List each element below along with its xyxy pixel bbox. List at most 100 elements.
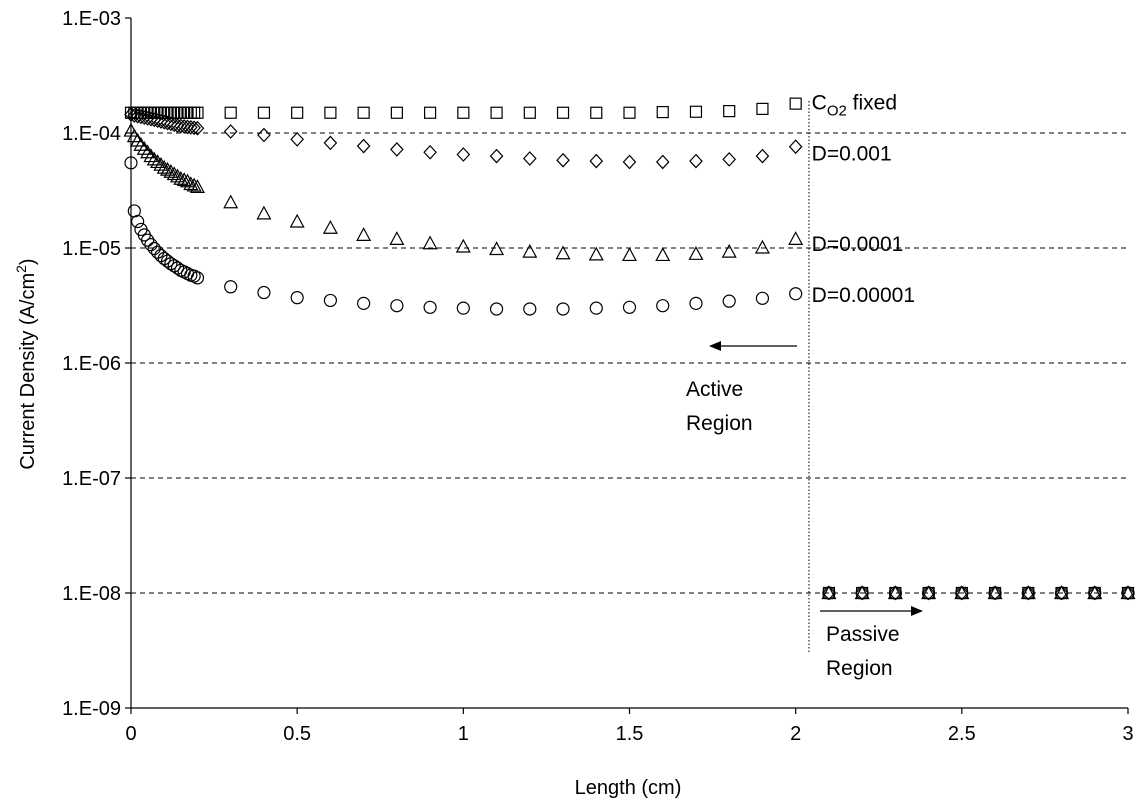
data-point-diamond [722,151,737,167]
data-point-square [723,105,736,118]
data-point-circle [822,586,836,600]
data-point-triangle [150,154,166,169]
data-point-diamond [755,148,770,164]
data-point-triangle [166,166,182,181]
data-point-circle [1088,586,1102,600]
data-point-circle [224,280,238,294]
series-label-d-0001: D=0.001 [812,143,892,166]
data-point-triangle [140,144,156,159]
data-point-circle [170,261,185,275]
data-point-diamond [589,153,604,169]
data-point-triangle [136,140,152,155]
data-point-square [178,106,191,119]
data-point-square [184,106,197,119]
data-point-triangle [143,148,159,163]
data-point-circle [622,300,637,314]
x-tick-label: 1 [458,723,469,745]
axes [125,17,1129,714]
data-point-square [257,106,271,119]
data-point-circle [190,271,205,285]
data-point-circle [888,586,902,600]
y-tick-label: 1.E-07 [62,468,121,490]
data-point-triangle [130,132,146,147]
data-point-square [324,106,337,119]
data-point-circle [855,586,869,600]
data-point-square [457,106,470,119]
data-point-circle [921,586,936,600]
data-point-square [789,97,802,110]
data-point-circle [689,296,703,310]
data-point-diamond [187,120,201,136]
data-point-diamond [190,120,205,136]
data-point-diamond [522,151,537,166]
data-point-triangle [156,159,172,174]
data-point-diamond [622,154,637,170]
data-point-triangle [146,151,162,166]
data-point-circle [124,156,138,170]
data-point-triangle [322,219,338,234]
data-point-diamond [323,135,338,151]
active-region-label-line1: Active [686,378,743,401]
x-axis-title: Length (cm) [575,777,682,799]
data-point-circle [755,291,770,305]
y-tick-label: 1.E-05 [62,238,121,260]
data-point-circle [164,257,178,271]
data-point-triangle [422,235,438,250]
data-point-circle [257,285,271,300]
data-point-square [623,106,636,119]
series-diamond [124,107,1135,601]
data-point-triangle [183,176,199,191]
x-tick-label: 0 [125,723,136,745]
data-point-circle [988,586,1002,600]
data-point-circle [390,299,404,313]
x-tick-label: 3 [1122,723,1133,745]
data-point-square [424,106,437,119]
data-point-circle [722,294,736,308]
series-circle [124,156,1135,600]
data-point-square [168,106,181,119]
passive-region-annotation: Passive Region [820,606,923,680]
data-point-triangle [179,173,196,188]
data-point-diamond [257,127,271,143]
data-point-circle [131,214,145,229]
data-point-square [556,106,570,119]
series-triangle [123,122,1136,600]
data-point-triangle [176,172,192,187]
data-point-triangle [126,128,142,143]
data-point-circle [160,254,175,268]
data-point-triangle [655,247,671,262]
data-point-triangle [170,168,186,183]
data-point-circle [141,233,155,247]
data-point-square [390,106,403,119]
passive-region-label-line1: Passive [826,623,900,646]
data-point-diamond [556,152,570,168]
data-point-circle [1054,586,1069,600]
data-point-diamond [456,147,471,162]
data-point-triangle [289,213,305,228]
x-tick-labels: 0 0.5 1 1.5 2 2.5 3 [125,723,1133,745]
data-point-diamond [655,154,670,170]
data-point-diamond [290,131,304,147]
passive-region-label-line2: Region [826,657,893,680]
data-marks [123,97,1136,601]
data-point-triangle [160,161,176,176]
gridlines [131,132,1128,594]
series-label-co2-fixed: CO2 fixed [812,92,897,120]
y-tick-label: 1.E-09 [62,698,121,720]
data-point-circle [1021,586,1035,600]
data-point-circle [955,586,969,600]
series-label-d-00001: D=0.0001 [812,233,904,256]
data-point-diamond [689,153,703,169]
y-axis-title: Current Density (A/cm2) [13,258,39,469]
x-tick-label: 2.5 [948,723,976,745]
data-point-circle [323,293,337,308]
data-point-diamond [223,124,238,139]
data-point-square [174,106,187,119]
data-point-circle [456,301,470,315]
data-point-circle [147,241,161,256]
data-point-triangle [489,241,505,256]
data-point-square [656,105,669,119]
data-point-triangle [389,231,405,245]
data-point-circle [150,245,165,259]
